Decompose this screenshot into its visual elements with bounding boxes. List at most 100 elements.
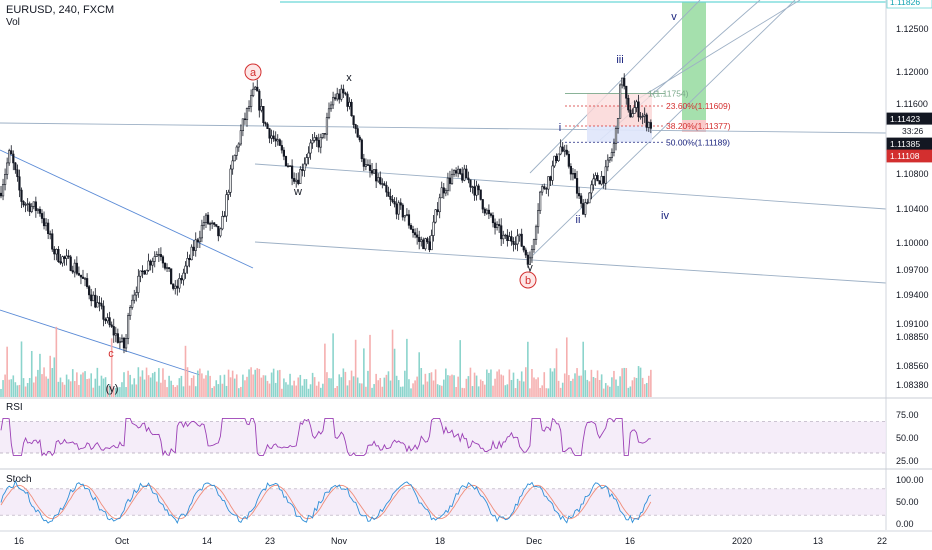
candle-body: [389, 196, 392, 200]
candle-body: [288, 165, 292, 168]
candle-body: [594, 175, 597, 180]
candle-body: [491, 215, 495, 224]
rsi-pane[interactable]: [0, 417, 886, 457]
stoch-title: Stoch: [6, 474, 32, 485]
volume-bar: [445, 368, 447, 397]
volume-bar: [522, 381, 525, 397]
volume-bar: [338, 374, 341, 397]
candle-body: [368, 164, 372, 171]
candle-body: [198, 237, 201, 243]
candle-body: [241, 118, 245, 132]
volume-bar: [172, 384, 174, 397]
candle-body: [172, 283, 175, 289]
volume-bar: [422, 384, 425, 397]
candle-body: [36, 208, 39, 211]
volume-bar: [358, 383, 361, 397]
volume-bar: [479, 379, 482, 397]
volume-bar: [272, 368, 275, 397]
volume-bar: [37, 369, 39, 397]
candle-body: [602, 175, 605, 184]
volume-bar: [627, 387, 630, 397]
volume-bar: [332, 333, 334, 397]
volume-bar: [16, 385, 19, 397]
volume-bar: [215, 380, 218, 397]
candle-body: [293, 178, 296, 182]
rsi-tick-label: 25.00: [896, 456, 919, 466]
volume-bar: [639, 367, 642, 397]
volume-bar: [582, 341, 584, 397]
candle-body: [235, 146, 238, 156]
volume-bar: [389, 380, 392, 397]
volume-bar: [330, 378, 332, 397]
candle-body: [252, 88, 255, 96]
candle-body: [227, 191, 230, 195]
volume-bar: [586, 379, 589, 397]
candle-body: [559, 146, 562, 155]
time-tick-label: 23: [265, 536, 275, 546]
candle-body: [477, 185, 480, 191]
wave-circle: [244, 63, 262, 81]
candle-body: [16, 169, 19, 178]
price-pane[interactable]: 1(1.11754) 23.60%(1.11609) 38.20%(1.11377)…: [0, 0, 887, 398]
price-tick-label: 1.09700: [896, 265, 929, 275]
time-axis[interactable]: 16 Oct 14 23 Nov 18 Dec 16 2020 13 22: [0, 530, 932, 546]
candle-body: [32, 201, 35, 207]
volume-bar: [619, 376, 621, 397]
candle-body: [6, 162, 9, 175]
volume-bar: [256, 368, 259, 397]
volume-bar: [246, 376, 248, 397]
volume-bar: [447, 375, 449, 397]
candle-body: [549, 176, 552, 181]
candle-body: [393, 201, 396, 205]
volume-bar: [430, 372, 433, 397]
candle-body: [428, 241, 431, 251]
volume-bar: [385, 374, 388, 397]
wave-label: iv: [661, 210, 669, 222]
volume-bar: [334, 388, 336, 397]
price-tick-label: 1.12000: [896, 67, 929, 77]
volume-bar: [131, 384, 133, 397]
volume-bar: [178, 378, 181, 397]
volume-bar: [418, 352, 420, 397]
channel-line: [0, 149, 254, 269]
volume-bar: [242, 374, 244, 397]
candle-body: [377, 177, 380, 182]
volume-bar: [369, 334, 371, 397]
price-tick-label: 1.12500: [896, 24, 929, 34]
candle-body: [26, 203, 29, 205]
candle-body: [348, 101, 351, 107]
stoch-pane[interactable]: [0, 479, 886, 524]
candle-body: [387, 191, 390, 197]
volume-bar: [408, 379, 410, 397]
candle-body: [28, 203, 31, 212]
volume-bar: [129, 374, 131, 397]
candle-body: [223, 215, 226, 218]
volume-bar: [170, 380, 172, 397]
volume-bar: [153, 371, 156, 397]
volume-bar: [57, 381, 60, 397]
candle-body: [524, 249, 527, 256]
rsi-line: [0, 417, 651, 457]
candle-body: [110, 324, 113, 327]
volume-bar: [276, 370, 279, 397]
volume-bar: [143, 379, 146, 397]
candle-body: [641, 115, 644, 118]
candle-body: [200, 224, 204, 239]
price-axis[interactable]: 1.08380 1.08560 1.08850 1.09100 1.09400 1.097…: [885, 0, 932, 530]
candle-body: [178, 278, 181, 289]
volume-bar: [356, 377, 359, 397]
volume-bar: [229, 377, 232, 397]
candle-body: [106, 317, 109, 322]
volume-bar: [45, 376, 47, 397]
candle-body: [44, 222, 48, 227]
volume-bar: [471, 386, 474, 397]
volume-bar: [455, 386, 457, 397]
candle-body: [321, 133, 324, 138]
volume-bar: [527, 341, 529, 397]
candle-body: [137, 275, 140, 293]
candle-body: [553, 155, 556, 167]
price-tick-label: 1.08850: [896, 332, 929, 342]
volume-bar: [613, 370, 615, 397]
candle-body: [250, 95, 253, 107]
